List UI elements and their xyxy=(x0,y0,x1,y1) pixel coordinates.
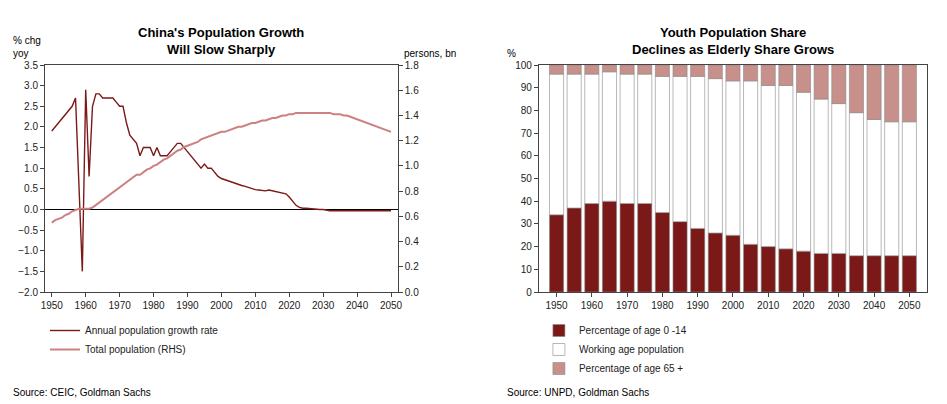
svg-text:1.0: 1.0 xyxy=(405,160,419,171)
svg-text:Youth Population ShareDeclines: Youth Population ShareDeclines as Elderl… xyxy=(632,25,834,57)
svg-text:2010: 2010 xyxy=(757,300,780,311)
svg-text:1.5: 1.5 xyxy=(24,142,38,153)
svg-text:2020: 2020 xyxy=(278,300,301,311)
svg-text:2050: 2050 xyxy=(380,300,403,311)
svg-text:1950: 1950 xyxy=(41,300,64,311)
svg-text:0: 0 xyxy=(526,287,532,298)
svg-text:Working age population: Working age population xyxy=(579,344,684,355)
svg-text:1980: 1980 xyxy=(651,300,674,311)
svg-text:−0.5: −0.5 xyxy=(18,225,38,236)
svg-text:0.2: 0.2 xyxy=(405,261,419,272)
svg-text:20: 20 xyxy=(521,241,533,252)
svg-text:1970: 1970 xyxy=(109,300,132,311)
svg-text:0.5: 0.5 xyxy=(24,183,38,194)
svg-text:70: 70 xyxy=(521,128,533,139)
svg-text:1970: 1970 xyxy=(616,300,639,311)
svg-text:60: 60 xyxy=(521,150,533,161)
svg-text:1960: 1960 xyxy=(75,300,98,311)
svg-text:10: 10 xyxy=(521,264,533,275)
svg-text:Annual population growth rate: Annual population growth rate xyxy=(85,325,218,336)
svg-text:1.0: 1.0 xyxy=(24,163,38,174)
svg-text:0.0: 0.0 xyxy=(24,204,38,215)
svg-text:2.0: 2.0 xyxy=(24,121,38,132)
svg-text:1.6: 1.6 xyxy=(405,85,419,96)
svg-text:0.4: 0.4 xyxy=(405,236,419,247)
svg-text:−1.5: −1.5 xyxy=(18,266,38,277)
svg-text:2030: 2030 xyxy=(828,300,851,311)
svg-text:1.4: 1.4 xyxy=(405,110,419,121)
svg-text:0.8: 0.8 xyxy=(405,186,419,197)
svg-text:Percentage of age 65 +: Percentage of age 65 + xyxy=(579,363,683,374)
svg-text:100: 100 xyxy=(515,60,532,71)
svg-text:40: 40 xyxy=(521,196,533,207)
svg-text:2040: 2040 xyxy=(863,300,886,311)
svg-text:0.0: 0.0 xyxy=(405,287,419,298)
svg-text:China's Population GrowthWill: China's Population GrowthWill Slow Sharp… xyxy=(138,25,304,57)
svg-text:1990: 1990 xyxy=(687,300,710,311)
svg-text:0.6: 0.6 xyxy=(405,211,419,222)
svg-text:1990: 1990 xyxy=(176,300,199,311)
svg-text:Percentage of age 0 -14: Percentage of age 0 -14 xyxy=(579,325,687,336)
svg-text:1.8: 1.8 xyxy=(405,60,419,71)
svg-text:2000: 2000 xyxy=(210,300,233,311)
svg-text:3.5: 3.5 xyxy=(24,60,38,71)
svg-text:1980: 1980 xyxy=(142,300,165,311)
svg-text:−1.0: −1.0 xyxy=(18,245,38,256)
svg-text:Source: CEIC, Goldman Sachs: Source: CEIC, Goldman Sachs xyxy=(13,387,151,398)
svg-text:1960: 1960 xyxy=(581,300,604,311)
svg-text:2020: 2020 xyxy=(792,300,815,311)
svg-text:2010: 2010 xyxy=(244,300,267,311)
svg-text:90: 90 xyxy=(521,82,533,93)
svg-text:2000: 2000 xyxy=(722,300,745,311)
svg-text:2030: 2030 xyxy=(312,300,335,311)
svg-text:Source: UNPD, Goldman Sachs: Source: UNPD, Goldman Sachs xyxy=(507,387,649,398)
svg-text:30: 30 xyxy=(521,218,533,229)
svg-text:2.5: 2.5 xyxy=(24,101,38,112)
svg-text:50: 50 xyxy=(521,173,533,184)
svg-text:−2.0: −2.0 xyxy=(18,287,38,298)
svg-text:persons, bn: persons, bn xyxy=(404,48,456,59)
svg-text:%: % xyxy=(507,48,516,59)
svg-text:% chgyoy: % chgyoy xyxy=(13,35,41,59)
svg-text:2040: 2040 xyxy=(346,300,369,311)
svg-text:1.2: 1.2 xyxy=(405,135,419,146)
svg-text:2050: 2050 xyxy=(898,300,921,311)
svg-text:3.0: 3.0 xyxy=(24,80,38,91)
svg-text:1950: 1950 xyxy=(545,300,568,311)
svg-text:80: 80 xyxy=(521,105,533,116)
svg-text:Total population (RHS): Total population (RHS) xyxy=(85,344,186,355)
